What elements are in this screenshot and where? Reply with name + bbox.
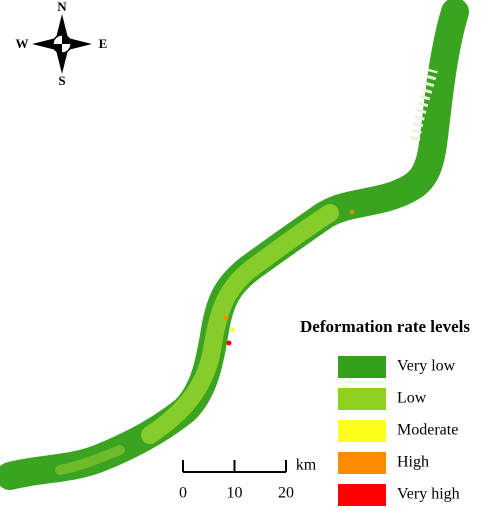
legend-swatch bbox=[338, 452, 386, 474]
corridor-base bbox=[0, 0, 469, 490]
legend: Very low Low Moderate High Very high bbox=[338, 356, 460, 506]
compass-label: S bbox=[58, 73, 65, 88]
scale-label: 20 bbox=[278, 485, 294, 502]
compass: N S W E bbox=[16, 0, 108, 88]
hotspot bbox=[223, 315, 229, 321]
scale-label: 10 bbox=[227, 485, 243, 502]
legend-title: Deformation rate levels bbox=[300, 317, 470, 336]
legend-swatch bbox=[338, 356, 386, 378]
legend-swatch bbox=[338, 388, 386, 410]
corridor bbox=[0, 0, 469, 490]
legend-label: Very low bbox=[397, 358, 456, 375]
corridor-low bbox=[55, 445, 125, 475]
legend-label: Low bbox=[397, 390, 427, 407]
legend-label: Moderate bbox=[397, 422, 458, 439]
legend-swatch bbox=[338, 420, 386, 442]
compass-label: N bbox=[57, 0, 67, 14]
hotspot bbox=[231, 328, 235, 332]
compass-label: E bbox=[99, 36, 108, 51]
compass-ring bbox=[53, 35, 71, 53]
scale-label: 0 bbox=[179, 485, 187, 502]
legend-swatch bbox=[338, 484, 386, 506]
hotspot bbox=[226, 340, 232, 346]
scale-unit: km bbox=[296, 457, 317, 474]
corridor-low bbox=[141, 204, 339, 444]
compass-label: W bbox=[16, 36, 29, 51]
legend-label: Very high bbox=[397, 486, 460, 503]
corridor-sparse bbox=[410, 68, 438, 141]
legend-label: High bbox=[397, 454, 429, 471]
hotspot bbox=[350, 210, 354, 214]
